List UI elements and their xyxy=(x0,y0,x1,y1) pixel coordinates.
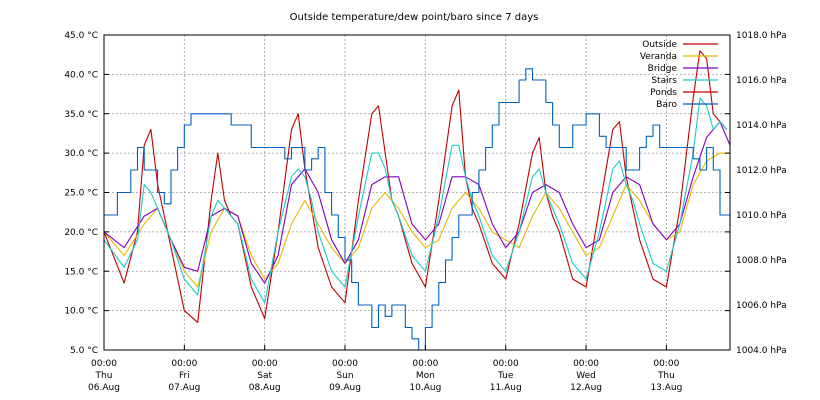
x-tick-labels: 00:00 Thu 06.Aug 00:00 Fri 07.Aug 00:00 Sat 08.A… xyxy=(88,345,682,393)
legend-label: Ponds xyxy=(650,88,677,98)
x-tick-label: 07.Aug xyxy=(168,383,200,393)
y-left-tick-label: 5.0 °C xyxy=(70,346,98,356)
legend-label: Stairs xyxy=(651,76,677,86)
x-tick-label: 09.Aug xyxy=(329,383,361,393)
legend-label: Veranda xyxy=(640,52,677,62)
y-right-tick-label: 1010.0 hPa xyxy=(736,211,787,221)
y-right-tick-labels: 1004.0 hPa 1006.0 hPa 1008.0 hPa 1010.0 hPa… xyxy=(736,31,787,356)
legend-label: Bridge xyxy=(648,64,678,74)
y-right-tick-label: 1018.0 hPa xyxy=(736,31,787,41)
y-right-tick-label: 1004.0 hPa xyxy=(736,346,787,356)
series-line-veranda xyxy=(103,152,730,288)
y-left-tick-label: 20.0 °C xyxy=(64,228,98,238)
x-tick-label: 10.Aug xyxy=(409,383,441,393)
x-tick-label: Sat xyxy=(257,371,272,381)
y-left-tick-label: 40.0 °C xyxy=(64,70,98,80)
legend-label: Outside xyxy=(642,40,677,50)
y-right-tick-label: 1016.0 hPa xyxy=(736,76,787,86)
grid xyxy=(104,35,730,350)
x-tick-label: Tue xyxy=(497,371,514,381)
y-right-tick-label: 1008.0 hPa xyxy=(736,256,787,266)
x-tick-label: Thu xyxy=(657,371,675,381)
x-tick-label: 06.Aug xyxy=(88,383,120,393)
legend: Outside Veranda Bridge Stairs Ponds Baro xyxy=(640,40,718,110)
x-tick-label: 00:00 xyxy=(171,359,197,369)
y-right-tick-label: 1014.0 hPa xyxy=(736,121,787,131)
x-tick-label: Sun xyxy=(336,371,353,381)
series-line-stairs xyxy=(103,97,728,304)
y-right-tick-label: 1012.0 hPa xyxy=(736,166,787,176)
x-tick-label: 11.Aug xyxy=(490,383,522,393)
x-tick-label: 13.Aug xyxy=(650,383,682,393)
y-left-tick-label: 10.0 °C xyxy=(64,307,98,317)
x-tick-label: 12.Aug xyxy=(570,383,602,393)
x-tick-label: Mon xyxy=(416,371,435,381)
x-tick-label: 00:00 xyxy=(91,359,117,369)
y-left-tick-label: 15.0 °C xyxy=(64,267,98,277)
x-tick-label: Wed xyxy=(576,371,596,381)
series-lines xyxy=(103,50,731,351)
legend-label: Baro xyxy=(656,100,677,110)
series-line-baro xyxy=(104,68,731,351)
x-tick-label: 08.Aug xyxy=(249,383,281,393)
x-tick-label: 00:00 xyxy=(412,359,438,369)
y-left-tick-label: 30.0 °C xyxy=(64,149,98,159)
x-tick-label: Fri xyxy=(179,371,190,381)
x-tick-label: Thu xyxy=(95,371,113,381)
y-left-tick-label: 45.0 °C xyxy=(64,31,98,41)
y-left-tick-label: 35.0 °C xyxy=(64,110,98,120)
y-left-tick-labels: 5.0 °C 10.0 °C 15.0 °C 20.0 °C 25.0 °C 30.0 °… xyxy=(64,31,730,356)
y-right-tick-label: 1006.0 hPa xyxy=(736,301,787,311)
x-tick-label: 00:00 xyxy=(332,359,358,369)
x-tick-label: 00:00 xyxy=(252,359,278,369)
x-tick-label: 00:00 xyxy=(653,359,679,369)
x-tick-label: 00:00 xyxy=(573,359,599,369)
x-tick-label: 00:00 xyxy=(493,359,519,369)
series-line-bridge xyxy=(103,121,731,284)
y-left-tick-label: 25.0 °C xyxy=(64,189,98,199)
series-line-outside xyxy=(103,50,728,323)
chart-title: Outside temperature/dew point/baro since… xyxy=(290,12,539,23)
